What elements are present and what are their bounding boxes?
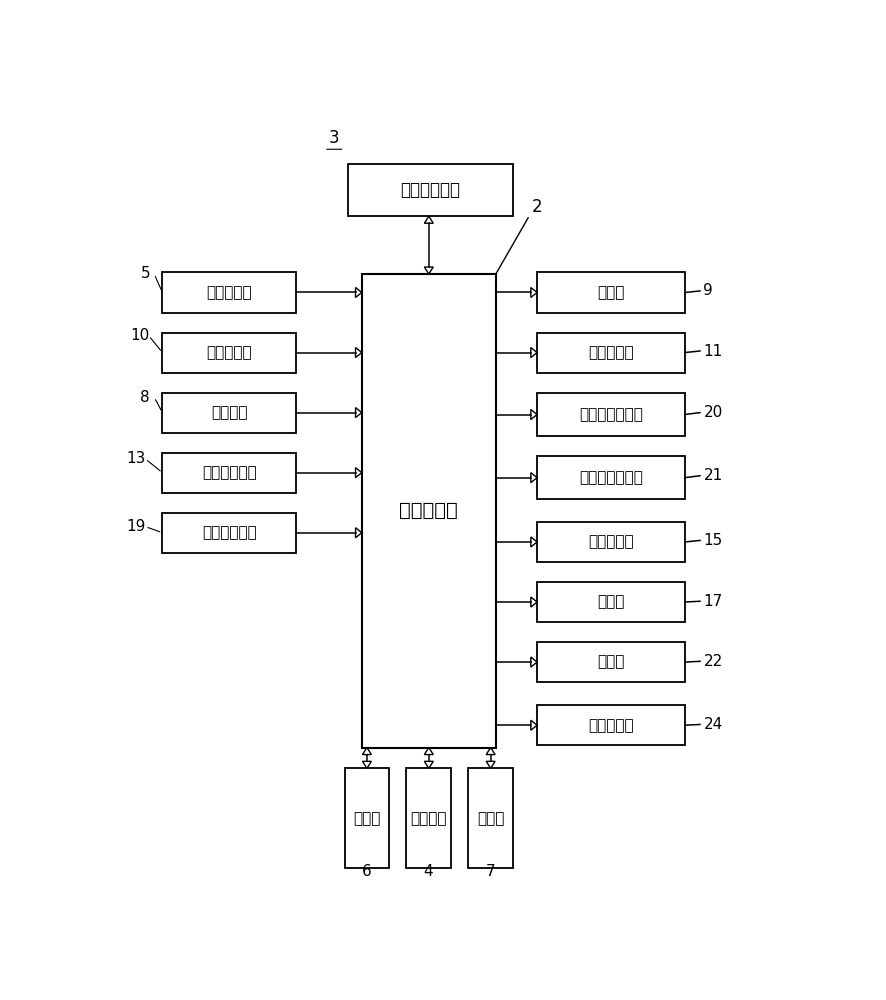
Bar bbox=[537, 522, 684, 562]
Text: 操作面板: 操作面板 bbox=[410, 811, 447, 826]
Bar bbox=[468, 768, 512, 868]
Text: 5: 5 bbox=[140, 266, 150, 282]
Bar bbox=[162, 333, 296, 373]
Text: 第二语音提示器: 第二语音提示器 bbox=[579, 470, 642, 485]
Text: 接近传感器: 接近传感器 bbox=[206, 285, 252, 300]
Text: 存储器: 存储器 bbox=[596, 655, 624, 670]
Bar bbox=[537, 393, 684, 436]
Bar bbox=[344, 768, 389, 868]
Text: 计时器: 计时器 bbox=[477, 811, 504, 826]
Bar bbox=[162, 272, 296, 312]
Text: 报警器: 报警器 bbox=[596, 285, 624, 300]
Text: 10: 10 bbox=[130, 328, 149, 343]
Bar bbox=[162, 453, 296, 493]
Text: 2: 2 bbox=[531, 198, 541, 216]
Text: 身份证读卡器: 身份证读卡器 bbox=[202, 525, 257, 540]
Bar bbox=[537, 582, 684, 622]
Text: 3: 3 bbox=[329, 129, 339, 147]
Bar bbox=[537, 705, 684, 745]
Text: 摄像头光源: 摄像头光源 bbox=[587, 345, 633, 360]
Text: 17: 17 bbox=[703, 594, 722, 609]
Text: 21: 21 bbox=[703, 468, 722, 483]
Text: 銀行卡读卡器: 銀行卡读卡器 bbox=[202, 465, 257, 480]
Bar bbox=[537, 456, 684, 499]
Bar bbox=[361, 274, 495, 748]
Text: 信息显示屏: 信息显示屏 bbox=[587, 718, 633, 733]
Text: 报警按鈕: 报警按鈕 bbox=[211, 405, 247, 420]
Text: 11: 11 bbox=[703, 344, 722, 359]
Text: 15: 15 bbox=[703, 533, 722, 548]
Text: 6: 6 bbox=[361, 864, 371, 879]
Text: 7: 7 bbox=[485, 864, 494, 879]
Text: 光线传感器: 光线传感器 bbox=[206, 345, 252, 360]
Text: 出钔机: 出钔机 bbox=[596, 595, 624, 610]
Bar bbox=[162, 513, 296, 553]
Bar bbox=[406, 768, 451, 868]
Text: 19: 19 bbox=[127, 519, 146, 534]
Text: 4: 4 bbox=[424, 864, 432, 879]
Bar bbox=[347, 164, 512, 216]
Text: 13: 13 bbox=[127, 451, 146, 466]
Text: 20: 20 bbox=[703, 405, 722, 420]
Text: 第一语音提示器: 第一语音提示器 bbox=[579, 407, 642, 422]
Text: 22: 22 bbox=[703, 654, 722, 669]
Text: 8: 8 bbox=[140, 390, 150, 405]
Bar bbox=[537, 642, 684, 682]
Bar bbox=[162, 393, 296, 433]
Bar bbox=[537, 333, 684, 373]
Text: 凭条打印机: 凭条打印机 bbox=[587, 534, 633, 549]
Bar bbox=[537, 272, 684, 312]
Text: 24: 24 bbox=[703, 717, 722, 732]
Text: 中央控制器: 中央控制器 bbox=[399, 501, 458, 520]
Text: 9: 9 bbox=[703, 283, 712, 298]
Text: 网络通信接口: 网络通信接口 bbox=[400, 181, 460, 199]
Text: 摄像头: 摄像头 bbox=[353, 811, 380, 826]
